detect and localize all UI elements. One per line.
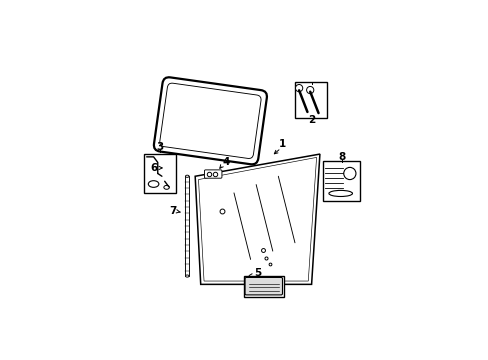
Ellipse shape xyxy=(185,275,189,277)
FancyBboxPatch shape xyxy=(244,278,282,295)
Text: 3: 3 xyxy=(156,142,163,152)
Bar xyxy=(143,154,175,193)
Bar xyxy=(243,276,284,297)
FancyBboxPatch shape xyxy=(154,77,266,165)
Ellipse shape xyxy=(163,185,169,189)
Polygon shape xyxy=(195,154,319,284)
Text: 6: 6 xyxy=(150,163,158,173)
Ellipse shape xyxy=(328,190,352,197)
Text: 2: 2 xyxy=(308,115,315,125)
Text: 4: 4 xyxy=(222,157,229,167)
Bar xyxy=(294,82,326,118)
Text: 7: 7 xyxy=(169,206,176,216)
Text: 1: 1 xyxy=(278,139,285,149)
FancyBboxPatch shape xyxy=(160,83,261,158)
Ellipse shape xyxy=(148,181,159,187)
Circle shape xyxy=(306,86,313,94)
Bar xyxy=(322,161,359,201)
Text: 5: 5 xyxy=(253,268,261,278)
Polygon shape xyxy=(198,157,316,281)
Bar xyxy=(185,176,189,276)
FancyBboxPatch shape xyxy=(204,170,222,178)
Circle shape xyxy=(343,167,355,180)
Circle shape xyxy=(295,85,302,92)
Text: 8: 8 xyxy=(337,152,345,162)
Ellipse shape xyxy=(185,175,189,177)
